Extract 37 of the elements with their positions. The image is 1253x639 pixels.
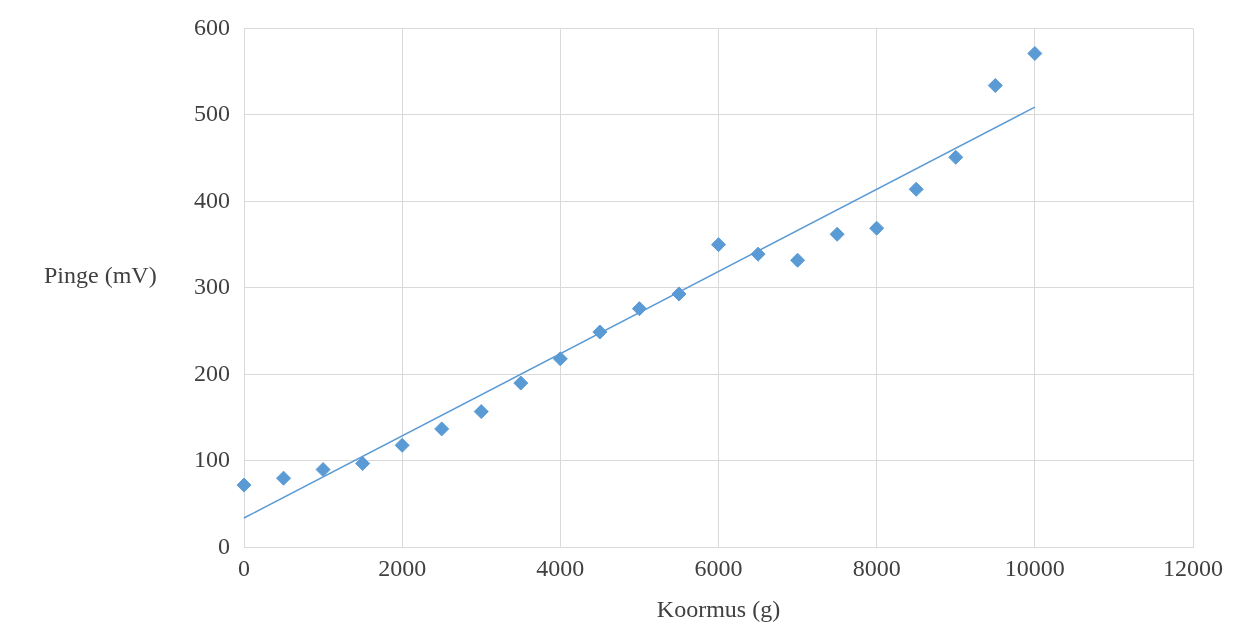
point xyxy=(631,301,647,317)
point xyxy=(355,456,371,471)
y-tick-label: 400 xyxy=(194,186,230,213)
point xyxy=(790,252,806,268)
point xyxy=(394,437,410,453)
point xyxy=(473,404,489,420)
x-tick-label: 2000 xyxy=(378,555,427,582)
point xyxy=(276,470,292,486)
point xyxy=(750,246,766,262)
x-tick-label: 6000 xyxy=(694,555,743,582)
y-tick-label: 200 xyxy=(194,359,230,386)
point xyxy=(1027,45,1043,61)
x-tick-label: 10000 xyxy=(1004,555,1065,582)
point xyxy=(434,421,450,437)
x-tick-label: 8000 xyxy=(852,555,901,582)
point xyxy=(671,286,687,302)
y-tick-label: 600 xyxy=(194,13,230,40)
y-axis-title: Pinge (mV) xyxy=(44,262,157,289)
point xyxy=(315,462,331,478)
point xyxy=(552,351,568,367)
point xyxy=(711,237,726,253)
point xyxy=(236,477,252,493)
point xyxy=(908,181,924,197)
x-tick-label: 12000 xyxy=(1163,555,1223,582)
x-tick-label: 0 xyxy=(238,555,250,582)
x-tick-label: 4000 xyxy=(536,555,585,582)
point xyxy=(592,324,608,340)
y-tick-label: 500 xyxy=(194,100,230,127)
point xyxy=(513,375,529,391)
y-tick-label: 300 xyxy=(194,273,230,300)
x-axis-title: Koormus (g) xyxy=(656,595,781,622)
point xyxy=(869,220,885,236)
point xyxy=(829,226,845,242)
y-tick-label: 0 xyxy=(218,532,230,559)
point xyxy=(987,77,1003,93)
point xyxy=(948,149,964,165)
y-tick-label: 100 xyxy=(194,446,230,473)
